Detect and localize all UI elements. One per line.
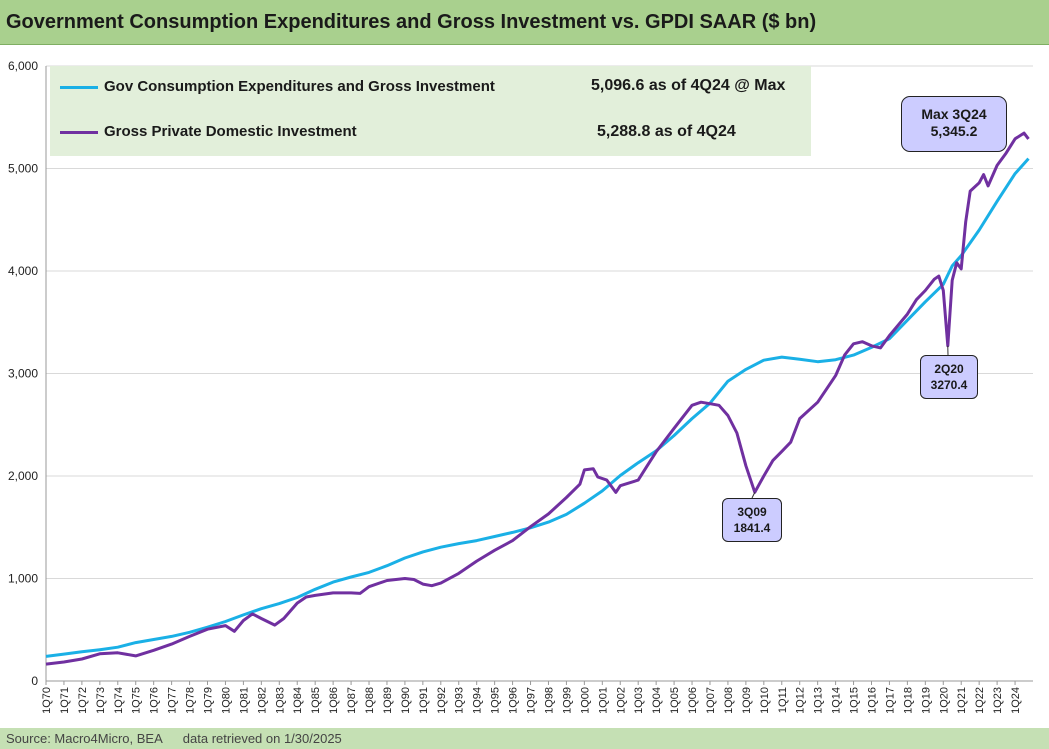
- x-tick-label: 1Q82: [256, 687, 268, 714]
- callout-max: Max 3Q24 5,345.2: [901, 96, 1007, 152]
- y-tick-label: 0: [31, 674, 38, 688]
- x-tick-label: 1Q06: [687, 687, 699, 714]
- title-bar: Government Consumption Expenditures and …: [0, 0, 1049, 45]
- x-tick-label: 1Q75: [131, 687, 143, 714]
- x-tick-label: 1Q77: [167, 687, 179, 714]
- x-tick-label: 1Q99: [561, 687, 573, 714]
- x-tick-label: 1Q92: [436, 687, 448, 714]
- source-note: Source: Macro4Micro, BEA data retrieved o…: [6, 731, 362, 746]
- x-tick-label: 1Q02: [615, 687, 627, 714]
- x-tick-label: 1Q79: [203, 687, 215, 714]
- x-tick-label: 1Q73: [95, 687, 107, 714]
- x-tick-label: 1Q96: [508, 687, 520, 714]
- x-tick-label: 1Q74: [113, 687, 125, 714]
- x-tick-label: 1Q11: [777, 687, 789, 713]
- x-tick-label: 1Q13: [813, 687, 825, 714]
- x-tick-label: 1Q71: [59, 687, 71, 714]
- legend-item-gov: Gov Consumption Expenditures and Gross I…: [60, 78, 495, 95]
- source-text: Source: Macro4Micro, BEA: [6, 731, 163, 746]
- x-tick-label: 1Q07: [705, 687, 717, 714]
- x-tick-label: 1Q04: [651, 687, 663, 714]
- callout-max-line1: Max 3Q24: [921, 106, 987, 122]
- x-tick-label: 1Q95: [490, 687, 502, 714]
- callout-pointer-3q09: [751, 492, 756, 499]
- x-tick-label: 1Q22: [974, 687, 986, 714]
- x-tick-label: 1Q10: [759, 687, 771, 714]
- x-tick-label: 1Q70: [41, 687, 53, 714]
- x-tick-label: 1Q16: [866, 687, 878, 714]
- x-tick-label: 1Q00: [579, 687, 591, 714]
- x-tick-label: 1Q94: [472, 687, 484, 714]
- y-tick-label: 1,000: [8, 572, 38, 586]
- y-tick-label: 6,000: [8, 59, 38, 73]
- callout-2q20: 2Q20 3270.4: [920, 355, 978, 399]
- callout-3q09-value: 1841.4: [733, 521, 771, 535]
- plot-area: 0 1,000 2,000 3,000 4,000 5,000 6,000 1Q70 1Q71 1…: [0, 45, 1049, 728]
- x-tick-label: 1Q20: [938, 687, 950, 714]
- x-tick-label: 1Q88: [364, 687, 376, 714]
- x-tick-label: 1Q97: [526, 687, 538, 714]
- x-tick-label: 1Q14: [831, 687, 843, 714]
- legend-swatch-gpdi: [60, 130, 98, 134]
- x-tick-label: 1Q15: [849, 687, 861, 714]
- legend-label-gpdi: Gross Private Domestic Investment: [104, 123, 357, 140]
- legend: [50, 66, 811, 156]
- x-tick-label: 1Q87: [346, 687, 358, 714]
- y-tick-label: 3,000: [8, 367, 38, 381]
- series-line-gov: [45, 157, 1030, 658]
- x-tick-label: 1Q01: [597, 687, 609, 714]
- x-tick-label: 1Q83: [274, 687, 286, 714]
- line-chart: 0 1,000 2,000 3,000 4,000 5,000 6,000 1Q70 1Q71 1…: [8, 59, 1033, 714]
- x-tick-label: 1Q05: [669, 687, 681, 714]
- retrieved-text: data retrieved on 1/30/2025: [182, 731, 342, 746]
- legend-value-gov: 5,096.6 as of 4Q24 @ Max: [591, 77, 786, 94]
- x-tick-label: 1Q76: [149, 687, 161, 714]
- x-tick-label: 1Q89: [382, 687, 394, 714]
- y-tick-label: 4,000: [8, 264, 38, 278]
- x-tick-label: 1Q21: [956, 687, 968, 714]
- x-tick-label: 1Q17: [884, 687, 896, 714]
- y-tick-label: 2,000: [8, 469, 38, 483]
- callout-2q20-label: 2Q20: [934, 362, 964, 376]
- callout-2q20-value: 3270.4: [930, 378, 968, 392]
- x-tick-label: 1Q03: [633, 687, 645, 714]
- x-tick-label: 1Q72: [77, 687, 89, 714]
- x-tick-label: 1Q81: [238, 687, 250, 714]
- x-tick-label: 1Q84: [292, 687, 304, 714]
- x-tick-label: 1Q91: [418, 687, 430, 714]
- legend-label-gov: Gov Consumption Expenditures and Gross I…: [104, 78, 495, 95]
- x-tick-label: 1Q23: [992, 687, 1004, 714]
- x-tick-label: 1Q19: [920, 687, 932, 714]
- x-tick-label: 1Q12: [795, 687, 807, 714]
- legend-swatch-gov: [60, 85, 98, 89]
- callout-3q09-label: 3Q09: [737, 505, 767, 519]
- x-tick-label: 1Q90: [400, 687, 412, 714]
- chart-title: Government Consumption Expenditures and …: [6, 11, 817, 33]
- x-tick-label: 1Q18: [902, 687, 914, 714]
- x-tick-label: 1Q08: [723, 687, 735, 714]
- legend-value-gpdi: 5,288.8 as of 4Q24: [597, 123, 736, 140]
- callout-max-value: 5,345.2: [930, 123, 978, 139]
- y-tick-label: 5,000: [8, 162, 38, 176]
- x-tick-label: 1Q09: [741, 687, 753, 714]
- legend-item-gpdi: Gross Private Domestic Investment: [60, 123, 357, 140]
- x-tick-label: 1Q86: [328, 687, 340, 714]
- callout-3q09: 3Q09 1841.4: [722, 498, 782, 542]
- x-tick-label: 1Q80: [220, 687, 232, 714]
- x-tick-label: 1Q85: [310, 687, 322, 714]
- x-tick-label: 1Q98: [543, 687, 555, 714]
- x-tick-label: 1Q93: [454, 687, 466, 714]
- series-line-gpdi: [45, 131, 1030, 666]
- x-tick-label: 1Q24: [1010, 687, 1022, 714]
- x-tick-label: 1Q78: [185, 687, 197, 714]
